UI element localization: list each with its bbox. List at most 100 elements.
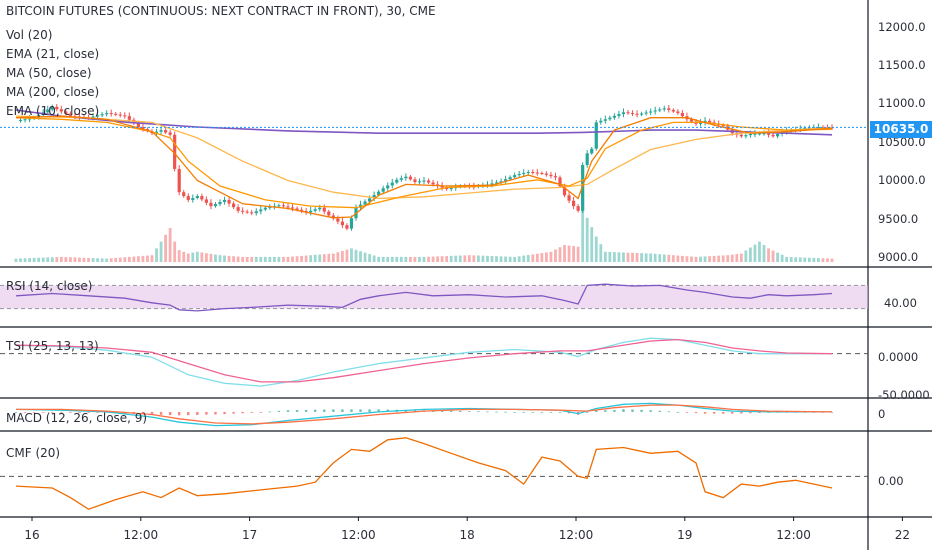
candle-body [204, 199, 208, 203]
tsi-tick: -50.0000 [878, 388, 930, 402]
macd-hist-bar [595, 410, 598, 412]
candle-body [644, 112, 648, 114]
volume-bar [50, 257, 54, 262]
volume-bar [23, 258, 27, 262]
volume-bar [585, 217, 589, 262]
candle-body [290, 207, 295, 209]
volume-bar [282, 256, 285, 262]
volume-bar [263, 256, 267, 262]
study-label-volume[interactable]: Vol (20) [6, 28, 53, 42]
candle-body [431, 182, 435, 185]
candle-body [363, 201, 367, 205]
candle-body [816, 127, 820, 129]
volume-bar [581, 194, 585, 262]
volume-bar [744, 250, 748, 262]
volume-bar [549, 251, 553, 262]
candle-body [18, 120, 23, 122]
volume-bar [481, 255, 485, 262]
volume-bar [268, 256, 272, 262]
macd-hist-bar [223, 411, 226, 415]
volume-bar [826, 258, 829, 262]
candle-body [531, 172, 535, 174]
study-label-ema21[interactable]: EMA (21, close) [6, 47, 100, 61]
candle-body [50, 106, 54, 110]
volume-bar [327, 253, 331, 262]
volume-bar [359, 251, 362, 262]
candle-body [168, 132, 172, 135]
volume-bar [223, 255, 226, 262]
macd-hist-bar [549, 411, 553, 413]
volume-bar [685, 256, 689, 262]
tsi-tick: 0.0000 [878, 350, 919, 364]
candle-body [572, 200, 576, 207]
candle-body [245, 211, 249, 213]
macd-hist-bar [250, 411, 253, 413]
volume-bar [644, 253, 648, 262]
study-label-ma200[interactable]: MA (200, close) [6, 85, 100, 99]
macd-hist-bar [42, 411, 45, 413]
candle-body [508, 177, 512, 180]
volume-bar [517, 256, 521, 262]
volume-bar [395, 256, 399, 262]
volume-bar [331, 253, 335, 262]
volume-bar [535, 253, 539, 262]
volume-bar [749, 247, 752, 262]
volume-bar [635, 252, 639, 262]
x-tick-label: 12:00 [776, 528, 811, 542]
x-tick-label: 12:00 [341, 528, 376, 542]
macd-hist-bar [277, 410, 281, 412]
candle-body [513, 175, 517, 178]
volume-bar [69, 257, 72, 262]
pane-label-cmf[interactable]: CMF (20) [6, 446, 61, 460]
candle-body [417, 181, 422, 183]
candle-body [268, 206, 272, 208]
pane-label-rsi[interactable]: RSI (14, close) [6, 279, 93, 293]
candle-body [535, 172, 539, 174]
candle-body [159, 130, 163, 132]
candle-body [744, 135, 748, 137]
volume-bar [345, 249, 349, 262]
volume-bar [649, 253, 653, 262]
volume-bar [467, 255, 471, 262]
study-label-ma50[interactable]: MA (50, close) [6, 66, 92, 80]
candle-body [295, 208, 299, 210]
volume-bar [445, 256, 449, 262]
volume-bar [277, 256, 281, 262]
macd-hist-bar [586, 411, 589, 413]
candle-body [803, 127, 807, 129]
x-tick-label: 22 [894, 528, 911, 542]
volume-bar [431, 256, 435, 262]
candle-body [499, 181, 503, 183]
volume-bar [735, 254, 739, 262]
candle-body [626, 112, 630, 114]
candle-body [100, 114, 104, 116]
volume-bar [758, 241, 761, 262]
candle-body [236, 207, 240, 211]
candle-body [96, 115, 100, 117]
candle-body [689, 119, 694, 122]
candle-body [821, 127, 825, 129]
macd-hist-bar [368, 409, 371, 412]
candle-body [254, 211, 258, 214]
price-tick: 10500.0 [878, 135, 926, 149]
x-tick-label: 12:00 [123, 528, 159, 542]
volume-bar [87, 257, 90, 262]
volume-bar [617, 252, 621, 262]
candle-body [68, 113, 72, 117]
volume-bar [109, 258, 113, 262]
pane-label-tsi[interactable]: TSI (25, 13, 13) [6, 339, 99, 353]
volume-bar [522, 255, 526, 262]
volume-bar [676, 255, 680, 262]
candle-body [422, 180, 426, 182]
candle-body [404, 176, 408, 179]
x-axis-tick-marks [31, 517, 903, 521]
candle-body [59, 109, 63, 112]
volume-bar [318, 254, 322, 262]
volume-bar [336, 252, 340, 262]
pane-label-macd[interactable]: MACD (12, 26, close, 9) [6, 411, 148, 425]
candle-body [349, 218, 354, 229]
study-label-ema10[interactable]: EMA (10, close) [6, 104, 100, 118]
candle-body [313, 209, 317, 211]
volume-bar [73, 257, 77, 262]
